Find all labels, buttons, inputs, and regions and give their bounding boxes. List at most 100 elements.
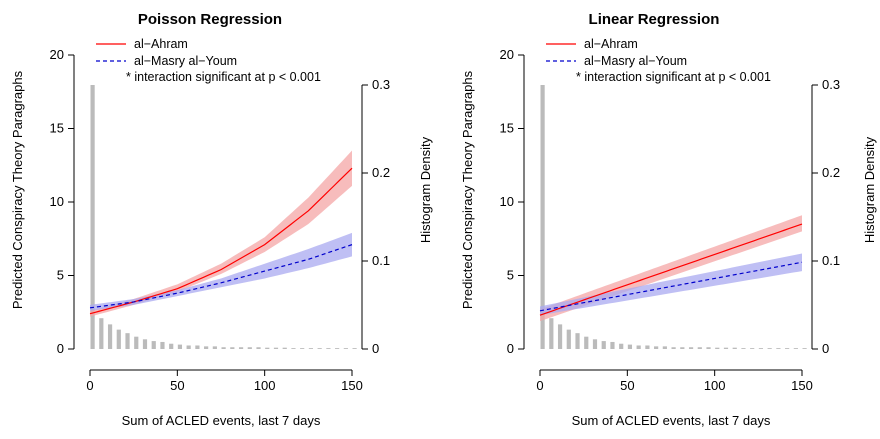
histogram-bar [767, 348, 772, 349]
histogram-bar [247, 347, 252, 349]
histogram-bar [723, 347, 729, 349]
histogram-bar [732, 347, 737, 349]
y-axis-label: Predicted Conspiracy Theory Paragraphs [10, 70, 25, 309]
histogram-bar [212, 346, 217, 349]
histogram-bar [300, 348, 305, 349]
histogram-bar [204, 346, 209, 349]
histogram-bar [557, 324, 563, 349]
y2-axis-label: Histogram Density [862, 136, 877, 243]
histogram-bar [688, 347, 694, 349]
chart-title: Poisson Regression [138, 11, 282, 28]
histogram-bar [160, 341, 165, 349]
x-tick-label: 100 [704, 378, 726, 393]
histogram-bar [291, 348, 296, 349]
y-tick-label: 15 [50, 121, 64, 136]
x-tick-label: 100 [254, 378, 276, 393]
y-tick-label: 10 [50, 194, 64, 209]
y-axis-label: Predicted Conspiracy Theory Paragraphs [460, 70, 475, 309]
confidence-band-ahram [90, 150, 352, 317]
histogram-bar [619, 343, 624, 349]
histogram-bar [238, 347, 244, 349]
y-tick-label: 0 [57, 341, 64, 356]
histogram-bar [627, 344, 633, 349]
histogram-bar [273, 347, 279, 349]
histogram-bar [186, 345, 191, 349]
x-tick-label: 0 [536, 378, 543, 393]
histogram-bar [758, 348, 764, 349]
histogram-bar [601, 341, 606, 349]
y2-tick-label: 0.2 [822, 165, 840, 180]
histogram-bar [776, 348, 781, 349]
histogram-bar [802, 348, 807, 349]
y2-tick-label: 0 [372, 341, 379, 356]
histogram-bar [343, 348, 348, 349]
histogram-bar [308, 348, 314, 349]
legend-label: al−Ahram [134, 37, 188, 51]
series-line-ahram [539, 223, 803, 316]
y-tick-label: 5 [507, 268, 514, 283]
y2-tick-label: 0.3 [372, 77, 390, 92]
y-tick-label: 20 [50, 47, 64, 62]
x-tick-label: 50 [170, 378, 184, 393]
y-tick-label: 20 [500, 47, 514, 62]
histogram-bar [540, 85, 545, 349]
histogram-bar [107, 324, 113, 349]
panel-poisson: Poisson Regression 0 5 10 15 20 0 50 100 150 0 0.1 0… [10, 11, 433, 428]
confidence-band-masry [90, 232, 352, 311]
histogram-bar [662, 346, 667, 349]
histogram-bar [142, 339, 148, 349]
series-line-masry [89, 244, 353, 309]
y2-axis-label: Histogram Density [418, 136, 433, 243]
x-tick-label: 50 [620, 378, 634, 393]
histogram-bar [741, 348, 746, 349]
histogram-bar [90, 85, 95, 349]
histogram-bar [116, 329, 121, 349]
histogram-bar [151, 341, 156, 349]
y2-tick-label: 0.1 [372, 253, 390, 268]
series-line-ahram [89, 167, 353, 315]
histogram-bar [592, 339, 598, 349]
histogram-bar [785, 348, 790, 349]
legend-label: al−Masry al−Youm [584, 54, 687, 68]
histogram-bar [575, 333, 580, 349]
legend-label: al−Masry al−Youm [134, 54, 237, 68]
histogram-bar [715, 347, 720, 349]
confidence-band-masry [540, 253, 802, 316]
panel-linear: Linear Regression 0 5 10 15 20 0 50 100 150 0 0.1 0.… [460, 11, 877, 428]
histogram-bar [195, 345, 200, 349]
significance-note: * interaction significant at p < 0.001 [576, 70, 771, 84]
chart-title: Linear Regression [589, 11, 720, 28]
histogram-bar [566, 329, 571, 349]
histogram-bar [671, 347, 676, 349]
histogram-bar [750, 348, 755, 349]
x-tick-label: 0 [86, 378, 93, 393]
x-tick-label: 150 [341, 378, 363, 393]
x-tick-label: 150 [791, 378, 813, 393]
histogram-bar [326, 348, 331, 349]
histogram-bar [680, 347, 685, 349]
histogram-bar [610, 341, 615, 349]
histogram-bar [352, 348, 357, 349]
histogram-bar [230, 347, 235, 349]
significance-note: * interaction significant at p < 0.001 [126, 70, 321, 84]
histogram-bar [125, 333, 130, 349]
y-tick-label: 0 [507, 341, 514, 356]
histogram-bar [99, 318, 104, 349]
histogram-bar [265, 347, 270, 349]
y-tick-label: 10 [500, 194, 514, 209]
y-tick-label: 15 [500, 121, 514, 136]
y2-tick-label: 0.1 [822, 253, 840, 268]
histogram-bar [169, 343, 174, 349]
histogram-bar [177, 344, 183, 349]
y-tick-label: 5 [57, 268, 64, 283]
x-axis-label: Sum of ACLED events, last 7 days [122, 413, 321, 428]
histogram-bar [645, 345, 650, 349]
histogram-bar [793, 348, 798, 349]
histogram-bar [697, 347, 702, 349]
y2-tick-label: 0.3 [822, 77, 840, 92]
histogram-bar [549, 318, 554, 349]
histogram-bar [654, 346, 659, 349]
histogram-bar [256, 347, 261, 349]
